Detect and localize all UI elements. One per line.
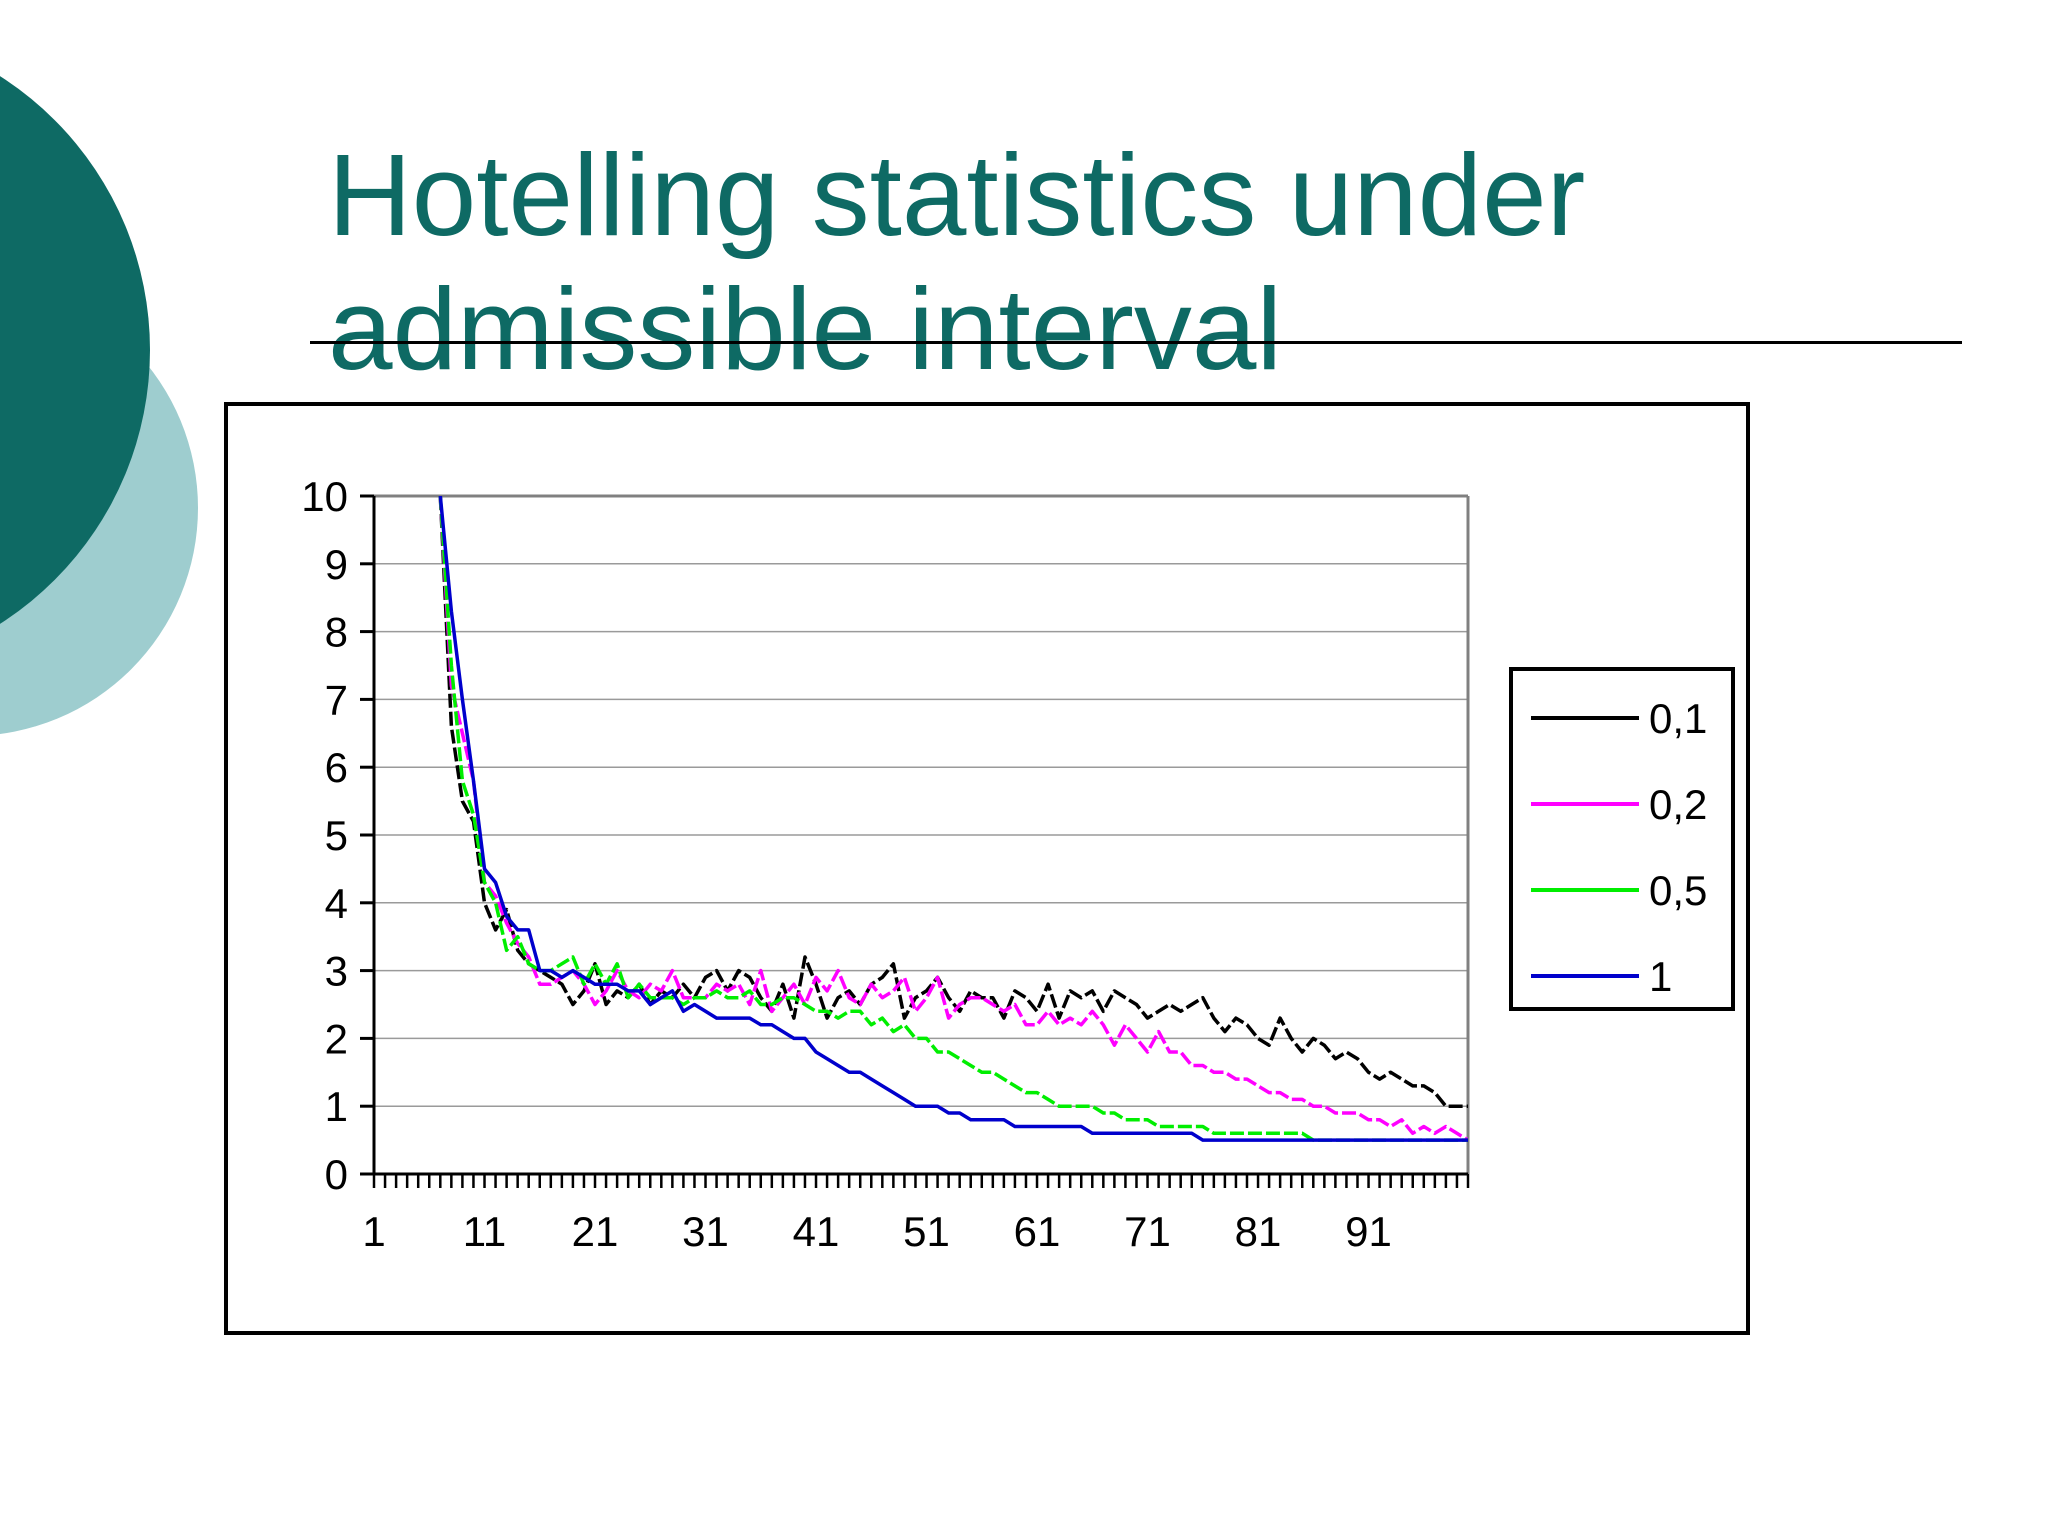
slide-title: Hotelling statistics under admissible in… [328, 128, 1928, 396]
y-tick-label-6: 6 [325, 744, 348, 791]
series-line-2 [438, 496, 1468, 1142]
y-tick-label-7: 7 [325, 676, 348, 723]
y-tick-label-8: 8 [325, 609, 348, 656]
x-tick-label-51: 51 [903, 1208, 950, 1255]
x-tick-label-61: 61 [1014, 1208, 1061, 1255]
x-tick-label-31: 31 [682, 1208, 729, 1255]
y-tick-label-9: 9 [325, 541, 348, 588]
legend-label-2: 0,2 [1649, 781, 1707, 828]
y-tick-label-4: 4 [325, 880, 348, 927]
x-tick-label-41: 41 [793, 1208, 840, 1255]
legend-box [1509, 667, 1735, 1011]
x-tick-label-81: 81 [1235, 1208, 1282, 1255]
y-tick-label-3: 3 [325, 948, 348, 995]
series-line-1 [438, 496, 1468, 1108]
y-tick-label-10: 10 [301, 473, 348, 520]
slide-title-line2: admissible interval [328, 263, 1283, 394]
x-tick-label-71: 71 [1124, 1208, 1171, 1255]
x-tick-label-11: 11 [463, 1208, 507, 1255]
y-tick-label-2: 2 [325, 1015, 348, 1062]
legend-label-3: 0,5 [1649, 867, 1707, 914]
x-tick-label-21: 21 [572, 1208, 619, 1255]
y-tick-label-1: 1 [325, 1083, 348, 1130]
legend-label-1: 0,1 [1649, 695, 1707, 742]
chart-frame: 0 1 2 3 4 5 6 7 8 9 10 1 11 21 31 41 51 61 71 81 91 0,1 0,2 0,5… [224, 402, 1750, 1335]
series-line-4 [438, 496, 1468, 1142]
y-tick-label-5: 5 [325, 812, 348, 859]
series-group [438, 496, 1468, 1142]
y-tick-label-0: 0 [325, 1151, 348, 1198]
x-tick-label-91: 91 [1345, 1208, 1392, 1255]
title-divider [310, 341, 1962, 344]
series-line-3 [438, 496, 1468, 1142]
dark-circle-shape [0, 76, 150, 624]
decorative-circles [0, 76, 198, 734]
legend-label-4: 1 [1649, 953, 1672, 1000]
slide-title-line1: Hotelling statistics under [328, 129, 1586, 260]
x-tick-label-1: 1 [362, 1208, 385, 1255]
